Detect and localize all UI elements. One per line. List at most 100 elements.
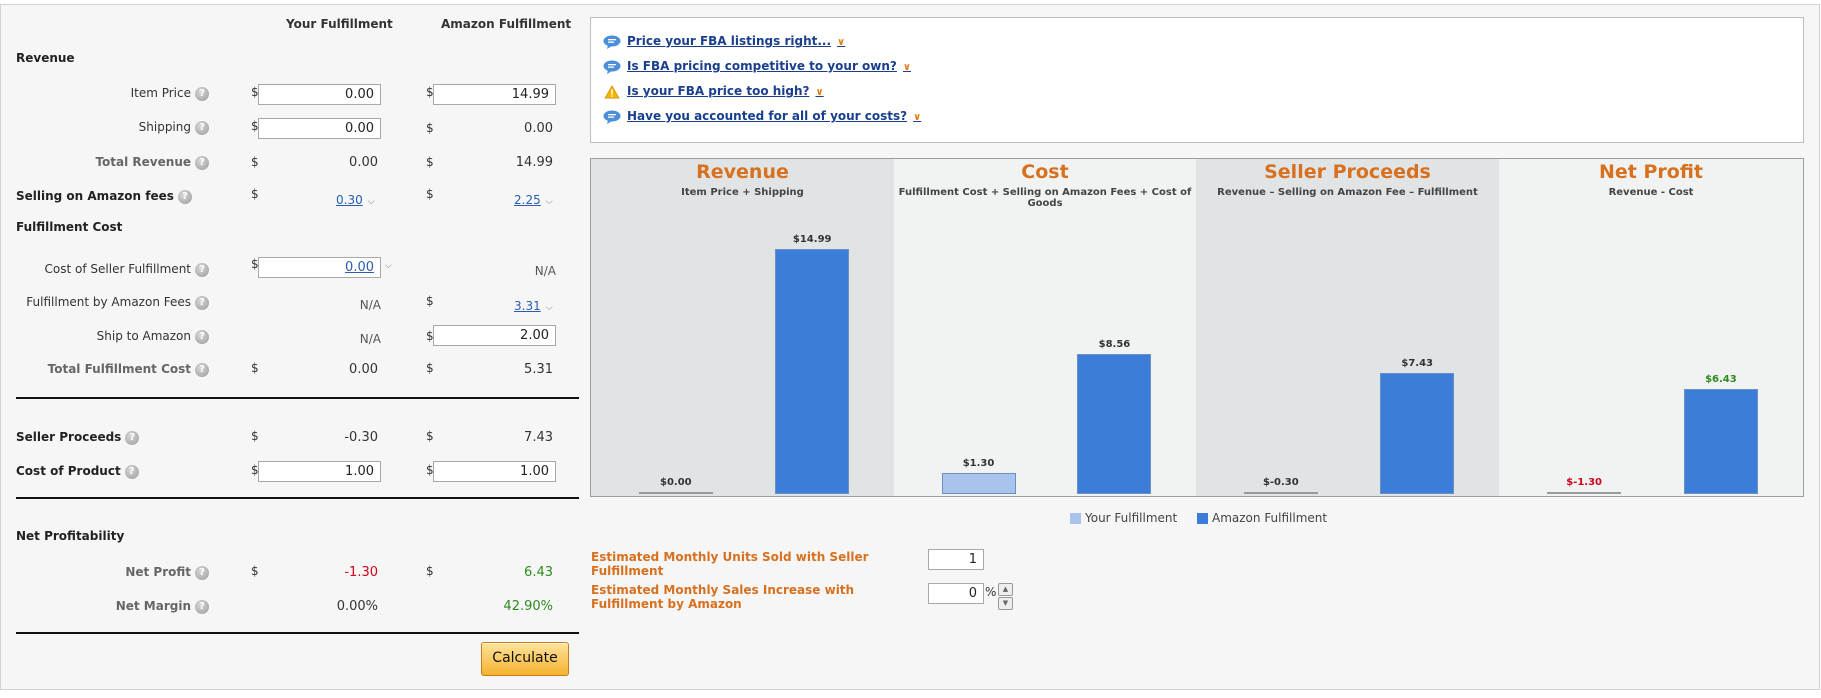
currency-symbol: $ xyxy=(426,329,434,343)
decrement-icon[interactable]: ▼ xyxy=(998,597,1013,610)
chart-panel-title: Net Profit xyxy=(1599,161,1703,183)
your-selling-fees-link[interactable]: 0.30 xyxy=(336,193,363,207)
fulfillment-cost-section-title: Fulfillment Cost xyxy=(16,220,123,234)
amazon-fba-fees-link[interactable]: 3.31 xyxy=(514,299,541,313)
your-ship-to-amazon-value: N/A xyxy=(359,332,381,346)
monthly-units-input[interactable]: 1 xyxy=(928,549,984,570)
your-total-fulfillment-value: 0.00 xyxy=(349,362,378,377)
expand-icon[interactable]: ∨ xyxy=(902,62,912,73)
percent-unit: % xyxy=(985,585,997,599)
help-icon[interactable]: ? xyxy=(195,155,209,170)
currency-symbol: $ xyxy=(251,429,259,443)
amazon-ship-to-amazon-input[interactable]: 2.00 xyxy=(433,325,556,346)
help-icon[interactable]: ? xyxy=(195,599,209,614)
sales-increase-input[interactable]: 0 xyxy=(928,583,984,604)
chevron-down-icon[interactable]: ⌵ xyxy=(385,261,392,271)
your-selling-fees-dropdown[interactable]: 0.30 ⌵ xyxy=(336,189,375,208)
expand-icon[interactable]: ∨ xyxy=(815,87,824,98)
monthly-units-label: Estimated Monthly Units Sold with Seller… xyxy=(591,550,869,578)
bar-value-label: $6.43 xyxy=(1705,373,1737,385)
speech-bubble-icon xyxy=(603,110,621,124)
chart-panel-title: Revenue xyxy=(696,161,789,183)
item-price-label: Item Price? xyxy=(9,86,209,101)
tips-panel: Price your FBA listings right... ∨ Is FBA… xyxy=(590,17,1804,143)
bar-value-label: $0.00 xyxy=(660,477,692,488)
amazon-net-margin-value: 42.90% xyxy=(503,599,553,614)
bar-amazon-fulfillment xyxy=(1683,388,1758,494)
help-icon[interactable]: ? xyxy=(124,464,139,479)
currency-symbol: $ xyxy=(251,463,259,477)
bar-your-fulfillment xyxy=(1243,492,1318,494)
currency-symbol: $ xyxy=(426,564,434,578)
your-cost-of-product-input[interactable]: 1.00 xyxy=(258,461,381,482)
chart-panel-title: Seller Proceeds xyxy=(1264,161,1431,183)
help-icon[interactable]: ? xyxy=(125,430,140,445)
your-item-price-input[interactable]: 0.00 xyxy=(258,84,381,105)
tip-link-pricing[interactable]: Price your FBA listings right... ∨ xyxy=(603,34,845,49)
selling-fees-label: Selling on Amazon fees? xyxy=(16,189,256,204)
your-shipping-input[interactable]: 0.00 xyxy=(258,118,381,139)
chevron-down-icon[interactable]: ⌵ xyxy=(367,197,375,207)
calculate-button[interactable]: Calculate xyxy=(481,642,569,676)
chevron-down-icon[interactable]: ⌵ xyxy=(545,303,553,313)
currency-symbol: $ xyxy=(251,155,259,169)
expand-icon[interactable]: ∨ xyxy=(913,112,922,123)
chart-panel-subtitle: Revenue - Cost xyxy=(1608,187,1694,198)
help-icon[interactable]: ? xyxy=(195,120,209,135)
bar-value-label: $-1.30 xyxy=(1566,477,1602,488)
help-icon[interactable]: ? xyxy=(177,189,192,204)
shipping-label: Shipping? xyxy=(9,120,209,135)
bar-amazon-fulfillment xyxy=(1077,354,1152,494)
your-fba-fees-value: N/A xyxy=(359,298,381,312)
amazon-selling-fees-link[interactable]: 2.25 xyxy=(514,193,541,207)
speech-bubble-icon xyxy=(603,60,621,74)
tip-link-costs[interactable]: Have you accounted for all of your costs… xyxy=(603,109,921,124)
tip-link-competitive[interactable]: Is FBA pricing competitive to your own? ∨ xyxy=(603,59,911,74)
help-icon[interactable]: ? xyxy=(195,86,209,101)
currency-symbol: $ xyxy=(251,564,259,578)
divider xyxy=(16,397,579,399)
help-icon[interactable]: ? xyxy=(195,565,209,580)
bar-amazon-fulfillment xyxy=(775,249,850,494)
amazon-total-revenue-value: 14.99 xyxy=(515,155,553,170)
help-icon[interactable]: ? xyxy=(195,329,209,344)
increment-icon[interactable]: ▲ xyxy=(998,583,1013,596)
help-icon[interactable]: ? xyxy=(195,262,209,277)
legend-swatch xyxy=(1070,513,1081,524)
bar-your-fulfillment xyxy=(638,492,713,494)
amazon-fulfillment-header: Amazon Fulfillment xyxy=(441,17,572,31)
help-icon[interactable]: ? xyxy=(195,362,209,377)
cost-of-product-label: Cost of Product? xyxy=(16,464,216,479)
ship-to-amazon-label: Ship to Amazon? xyxy=(9,329,209,344)
currency-symbol: $ xyxy=(426,85,434,99)
amazon-item-price-input[interactable]: 14.99 xyxy=(433,84,556,105)
chart-panel-subtitle: Revenue – Selling on Amazon Fee – Fulfil… xyxy=(1217,187,1478,198)
your-seller-proceeds-value: -0.30 xyxy=(344,430,378,445)
seller-proceeds-label: Seller Proceeds? xyxy=(16,430,216,445)
chevron-down-icon[interactable]: ⌵ xyxy=(545,197,553,207)
bar-your-fulfillment xyxy=(941,472,1016,494)
amazon-cost-of-product-input[interactable]: 1.00 xyxy=(433,461,556,482)
total-fulfillment-label: Total Fulfillment Cost? xyxy=(9,362,209,377)
expand-icon[interactable]: ∨ xyxy=(837,37,846,48)
sales-increase-label: Estimated Monthly Sales Increase with Fu… xyxy=(591,583,855,611)
total-revenue-label: Total Revenue? xyxy=(9,155,209,170)
warning-icon xyxy=(604,84,620,98)
currency-symbol: $ xyxy=(426,155,434,169)
currency-symbol: $ xyxy=(426,187,434,201)
tip-link-too-high[interactable]: Is your FBA price too high? ∨ xyxy=(603,84,824,99)
bar-value-label: $7.43 xyxy=(1401,357,1433,369)
amazon-seller-proceeds-value: 7.43 xyxy=(524,430,553,445)
amazon-selling-fees-dropdown[interactable]: 2.25 ⌵ xyxy=(514,189,553,208)
amazon-net-profit-value: 6.43 xyxy=(524,565,553,580)
currency-symbol: $ xyxy=(426,361,434,375)
fba-calculator: Your Fulfillment Amazon Fulfillment Reve… xyxy=(0,4,1820,690)
net-profit-label: Net Profit? xyxy=(9,565,209,580)
fba-fees-label: Fulfillment by Amazon Fees? xyxy=(9,295,209,310)
divider xyxy=(16,497,579,499)
your-seller-fulfillment-input[interactable]: 0.00 xyxy=(258,257,381,278)
help-icon[interactable]: ? xyxy=(195,295,209,310)
amazon-fba-fees-dropdown[interactable]: 3.31 ⌵ xyxy=(514,295,553,314)
amazon-shipping-value: 0.00 xyxy=(524,121,553,136)
legend-amazon-fulfillment: Amazon Fulfillment xyxy=(1197,511,1327,525)
